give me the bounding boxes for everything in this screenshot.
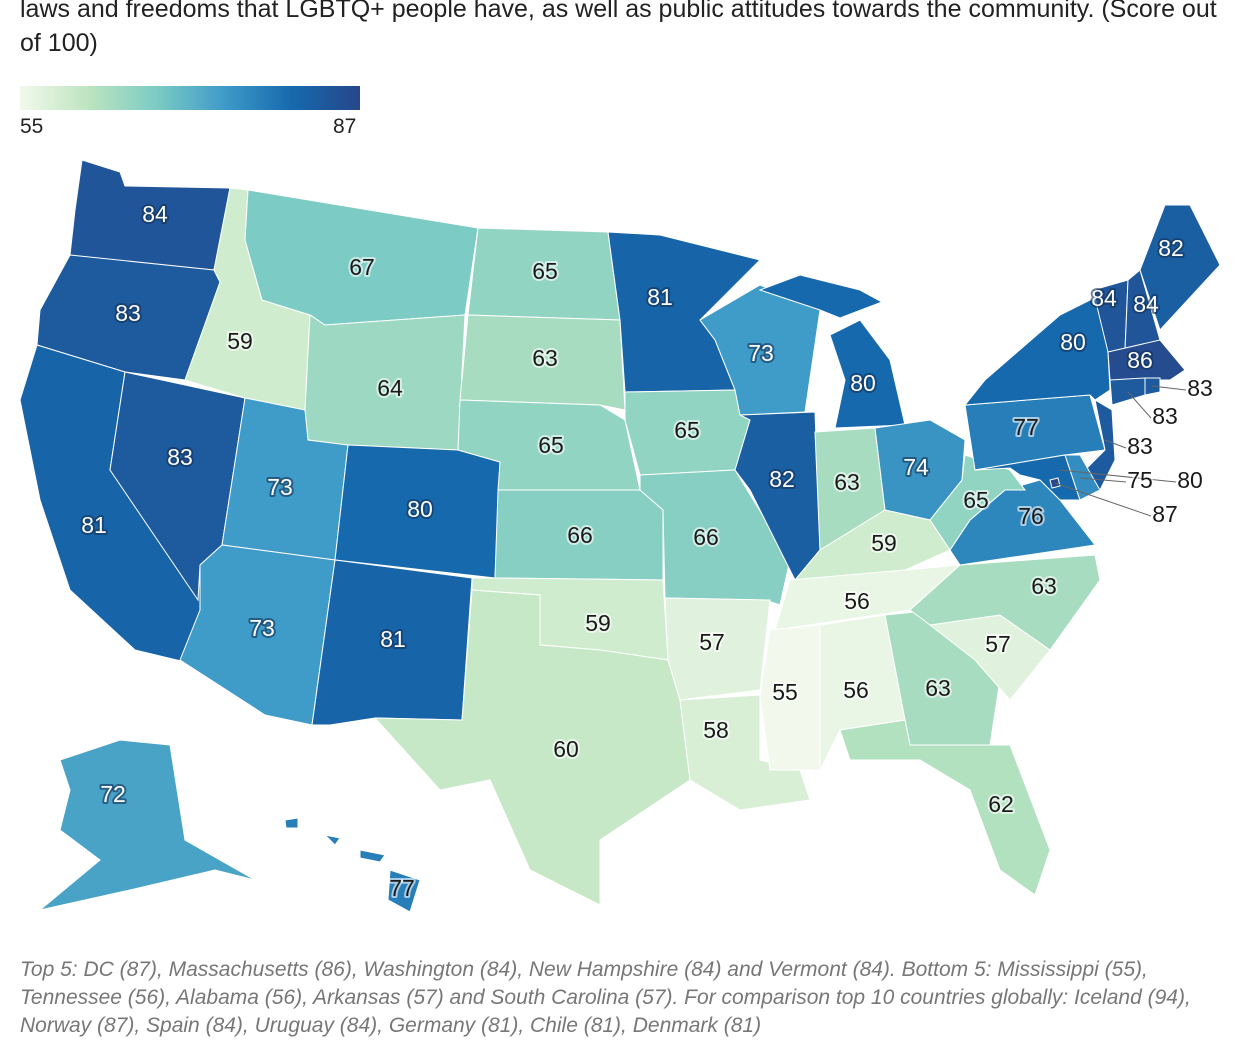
state-shape[interactable] — [1064, 454, 1101, 501]
state-sd[interactable] — [459, 314, 626, 411]
state-ks[interactable] — [494, 489, 664, 581]
state-shape[interactable] — [664, 597, 771, 701]
state-shape[interactable] — [39, 739, 256, 911]
state-value-label: 82 — [1158, 235, 1184, 261]
state-hi[interactable] — [284, 817, 421, 913]
state-shape[interactable] — [494, 489, 664, 581]
state-value-label: 60 — [553, 736, 579, 762]
state-value-label: 80 — [1177, 467, 1203, 493]
state-value-label: 83 — [1187, 375, 1213, 401]
state-shape[interactable] — [759, 624, 821, 771]
state-me[interactable] — [1139, 204, 1221, 331]
state-shape[interactable] — [387, 869, 421, 913]
state-value-label: 57 — [699, 629, 725, 655]
state-value-label: 73 — [249, 615, 275, 641]
state-shape[interactable] — [323, 834, 341, 846]
label-leader-line — [1151, 385, 1187, 391]
state-fl[interactable] — [839, 719, 1051, 896]
state-value-label: 84 — [142, 201, 168, 227]
state-value-label: 83 — [115, 300, 141, 326]
state-value-label: 84 — [1133, 291, 1159, 317]
state-ak[interactable] — [39, 739, 256, 911]
state-shape[interactable] — [1109, 377, 1146, 406]
legend-min-label: 55 — [20, 115, 44, 138]
state-value-label: 65 — [532, 258, 558, 284]
state-value-label: 65 — [963, 487, 989, 513]
state-value-label: 65 — [538, 432, 564, 458]
state-value-label: 82 — [769, 466, 795, 492]
state-ar[interactable] — [664, 597, 771, 701]
state-ms[interactable] — [759, 624, 821, 771]
state-ct[interactable] — [1109, 377, 1146, 406]
state-value-label: 63 — [532, 345, 558, 371]
map-subtitle: laws and freedoms that LGBTQ+ people hav… — [20, 0, 1217, 57]
state-value-label: 63 — [1031, 573, 1057, 599]
state-value-label: 73 — [748, 340, 774, 366]
label-leader-line — [1054, 482, 1152, 517]
state-value-label: 83 — [167, 444, 193, 470]
label-leader-line — [1079, 477, 1127, 483]
state-value-label: 57 — [985, 631, 1011, 657]
state-de[interactable] — [1064, 454, 1101, 501]
state-value-label: 72 — [100, 781, 126, 807]
state-value-label: 64 — [377, 375, 403, 401]
label-leader-line — [1059, 469, 1177, 483]
state-la[interactable] — [679, 694, 811, 811]
state-value-label: 83 — [1127, 433, 1153, 459]
state-shape[interactable] — [284, 817, 299, 829]
state-value-label: 56 — [843, 677, 869, 703]
state-value-label: 75 — [1127, 467, 1153, 493]
state-value-label: 84 — [1091, 285, 1117, 311]
state-value-label: 59 — [585, 610, 611, 636]
state-value-label: 65 — [674, 417, 700, 443]
color-legend-bar — [20, 86, 360, 110]
state-tx[interactable] — [373, 589, 691, 906]
label-leader-line — [1127, 391, 1152, 419]
state-value-label: 81 — [380, 626, 406, 652]
state-value-label: 80 — [407, 496, 433, 522]
map-caption: Top 5: DC (87), Massachusetts (86), Wash… — [20, 958, 1191, 1037]
state-value-label: 59 — [871, 530, 897, 556]
state-ny[interactable] — [963, 294, 1111, 406]
legend-max-label: 87 — [333, 115, 357, 138]
state-value-label: 86 — [1127, 347, 1153, 373]
state-shape[interactable] — [963, 294, 1111, 406]
state-value-label: 81 — [81, 512, 107, 538]
state-value-label: 77 — [389, 875, 415, 901]
state-shape[interactable] — [1139, 204, 1221, 331]
state-value-label: 74 — [903, 454, 929, 480]
state-value-label: 77 — [1013, 414, 1039, 440]
state-value-label: 55 — [772, 679, 798, 705]
state-shape[interactable] — [679, 694, 811, 811]
state-nc[interactable] — [909, 554, 1101, 651]
state-value-label: 80 — [1060, 329, 1086, 355]
state-value-label: 63 — [925, 675, 951, 701]
state-shape[interactable] — [459, 314, 626, 411]
state-shape[interactable] — [359, 849, 386, 863]
state-shape[interactable] — [839, 719, 1051, 896]
state-shape[interactable] — [929, 454, 1026, 551]
us-state-map: 84 83 81 83 59 67 64 73 80 73 81 65 63 65 66 59 60 81 65 66… — [19, 159, 1221, 913]
state-value-label: 58 — [703, 717, 729, 743]
state-value-label: 83 — [1152, 403, 1178, 429]
state-value-label: 67 — [349, 254, 375, 280]
state-shape[interactable] — [758, 274, 884, 319]
state-wv[interactable] — [929, 454, 1026, 551]
state-value-label: 81 — [647, 284, 673, 310]
state-value-label: 59 — [227, 328, 253, 354]
state-shape[interactable] — [909, 554, 1101, 651]
label-leader-line — [1104, 439, 1127, 449]
state-value-label: 87 — [1152, 501, 1178, 527]
state-value-label: 62 — [988, 791, 1014, 817]
state-value-label: 80 — [850, 370, 876, 396]
state-value-label: 66 — [567, 522, 593, 548]
state-value-label: 63 — [834, 469, 860, 495]
state-value-label: 56 — [844, 588, 870, 614]
state-value-label: 73 — [267, 474, 293, 500]
state-shape[interactable] — [1107, 339, 1186, 381]
state-shape[interactable] — [373, 589, 691, 906]
state-value-label: 76 — [1018, 503, 1044, 529]
state-ma[interactable] — [1107, 339, 1186, 381]
state-value-label: 66 — [693, 524, 719, 550]
